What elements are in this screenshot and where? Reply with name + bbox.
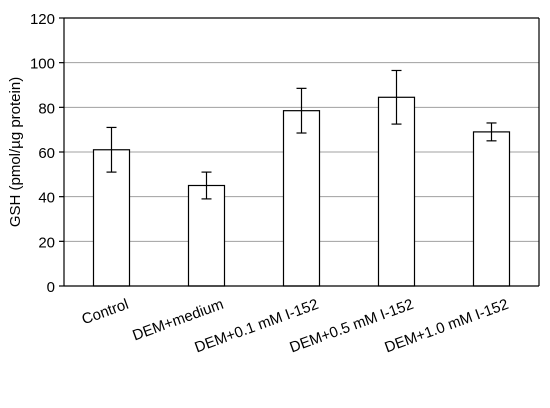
- axes: [59, 17, 540, 287]
- y-tick-label-0: 0: [47, 279, 55, 296]
- bar-1: [187, 184, 226, 287]
- y-tick-label-40: 40: [38, 190, 55, 207]
- y-tick-label-60: 60: [38, 145, 55, 162]
- y-axis-title: GSH (pmol/µg protein): [7, 77, 24, 227]
- y-tick-label-80: 80: [38, 100, 55, 117]
- bar-3: [377, 96, 416, 287]
- error-bars: [106, 69, 497, 200]
- y-tick-label-120: 120: [30, 11, 55, 28]
- y-tick-label-100: 100: [30, 56, 55, 73]
- x-tick-label-0: Control: [80, 296, 131, 329]
- y-tick-label-20: 20: [38, 234, 55, 251]
- bar-2: [282, 110, 321, 287]
- bar-4: [472, 131, 511, 287]
